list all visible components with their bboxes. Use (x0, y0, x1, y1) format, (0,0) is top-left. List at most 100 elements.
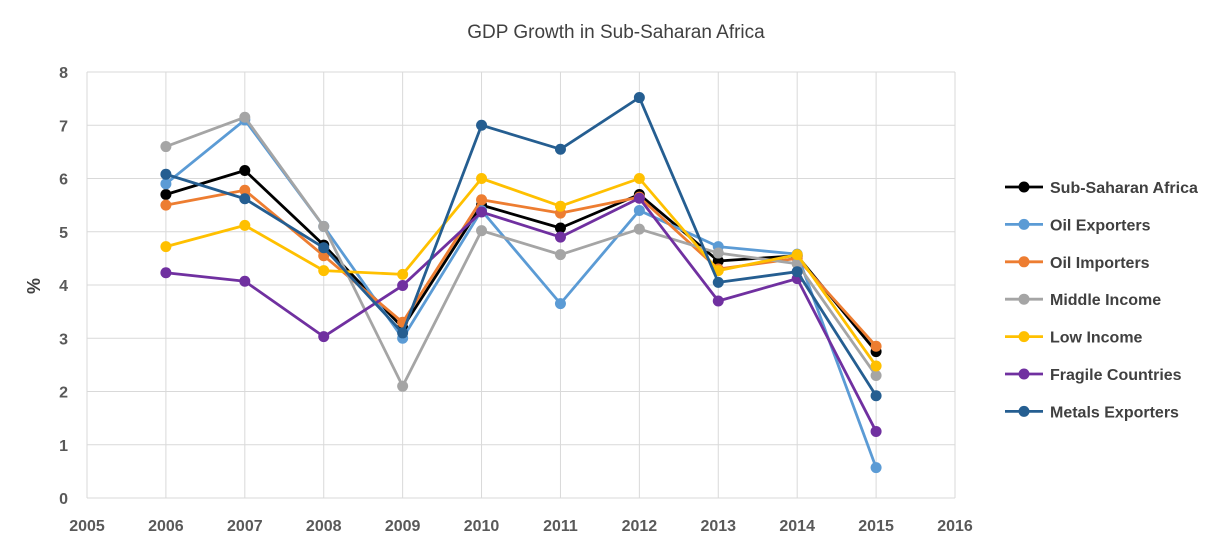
data-point (476, 225, 488, 237)
x-tick-label: 2006 (148, 518, 184, 535)
x-tick-label: 2014 (779, 518, 815, 535)
legend-item: Middle Income (1005, 292, 1161, 309)
data-point (160, 168, 172, 180)
data-point (160, 267, 172, 279)
data-point (870, 360, 882, 372)
data-point (239, 219, 251, 231)
legend-item: Oil Importers (1005, 255, 1150, 272)
x-tick-label: 2009 (385, 518, 421, 535)
y-tick-label: 0 (59, 491, 68, 508)
data-point (318, 220, 330, 232)
data-point (160, 199, 172, 211)
y-tick-label: 8 (59, 65, 68, 82)
series-oil-exporters (160, 114, 882, 474)
y-tick-label: 1 (59, 438, 68, 455)
data-point (160, 178, 172, 190)
data-point (239, 275, 251, 287)
y-tick-label: 7 (59, 118, 68, 135)
legend-label: Low Income (1050, 330, 1143, 347)
data-point (633, 173, 645, 184)
data-point (870, 340, 882, 352)
legend-swatch-marker (1018, 256, 1030, 268)
chart-title: GDP Growth in Sub-Saharan Africa (467, 22, 765, 43)
data-point (160, 141, 172, 153)
data-point (318, 265, 330, 277)
legend-item: Sub-Saharan Africa (1005, 180, 1198, 197)
legend-label: Sub-Saharan Africa (1050, 180, 1198, 197)
data-point (633, 223, 645, 235)
legend-label: Metals Exporters (1050, 404, 1179, 421)
series-line (165, 115, 878, 388)
series-line (165, 188, 878, 348)
x-tick-label: 2011 (543, 518, 578, 535)
series-fragile-countries (160, 192, 882, 437)
y-tick-label: 4 (59, 278, 68, 295)
x-tick-label: 2013 (700, 518, 736, 535)
legend-label: Middle Income (1050, 292, 1161, 309)
y-tick-label: 6 (59, 172, 68, 189)
data-point (318, 331, 330, 343)
data-point (791, 266, 803, 278)
data-point (397, 380, 409, 392)
x-tick-label: 2005 (69, 518, 105, 535)
data-point (870, 370, 882, 382)
data-point (318, 250, 330, 262)
legend-swatch-marker (1018, 331, 1030, 343)
data-point (476, 119, 488, 131)
data-point (554, 298, 566, 310)
series-line (165, 118, 878, 469)
data-point (397, 327, 409, 339)
legend-item: Oil Exporters (1005, 217, 1151, 234)
y-tick-label: 2 (59, 385, 68, 402)
legend-swatch-marker (1018, 293, 1030, 305)
gridlines (86, 71, 956, 499)
data-point (791, 249, 803, 261)
data-point (476, 194, 488, 206)
legend-label: Oil Importers (1050, 255, 1150, 272)
legend-item: Metals Exporters (1005, 404, 1179, 421)
data-point (633, 92, 645, 104)
data-point (554, 249, 566, 261)
data-point (554, 200, 566, 212)
data-point (554, 231, 566, 243)
y-tick-label: 3 (59, 331, 68, 348)
series-line (165, 196, 878, 433)
data-point (397, 268, 409, 280)
x-tick-label: 2008 (306, 518, 342, 535)
data-point (476, 206, 488, 218)
series-line (165, 177, 878, 367)
data-point (554, 143, 566, 155)
data-point (318, 242, 330, 254)
series-oil-importers (160, 184, 882, 352)
legend-swatch-marker (1018, 218, 1030, 230)
legend-swatch-marker (1018, 405, 1030, 417)
series-low-income (160, 173, 882, 372)
legend-item: Low Income (1005, 330, 1143, 347)
series-middle-income (160, 111, 882, 392)
x-tick-label: 2010 (464, 518, 500, 535)
data-point (870, 425, 882, 437)
data-point (160, 241, 172, 253)
legend-label: Oil Exporters (1050, 217, 1151, 234)
data-point (633, 192, 645, 204)
x-tick-label: 2015 (858, 518, 894, 535)
data-point (554, 222, 566, 234)
legend-item: Fragile Countries (1005, 367, 1182, 384)
series-line (165, 96, 878, 397)
series-metals-exporters (160, 92, 882, 402)
data-point (712, 276, 724, 288)
data-point (239, 111, 251, 123)
x-tick-label: 2016 (937, 518, 973, 535)
data-point (712, 295, 724, 307)
data-point (791, 258, 803, 270)
x-tick-label: 2012 (622, 518, 658, 535)
data-point (397, 280, 409, 292)
series-lines (160, 92, 882, 474)
data-point (633, 204, 645, 216)
data-point (476, 173, 488, 184)
data-point (239, 184, 251, 196)
legend: Sub-Saharan Africa Oil Exporters Oil Impor… (1005, 180, 1198, 421)
data-point (870, 462, 882, 474)
legend-swatch-marker (1018, 368, 1030, 380)
